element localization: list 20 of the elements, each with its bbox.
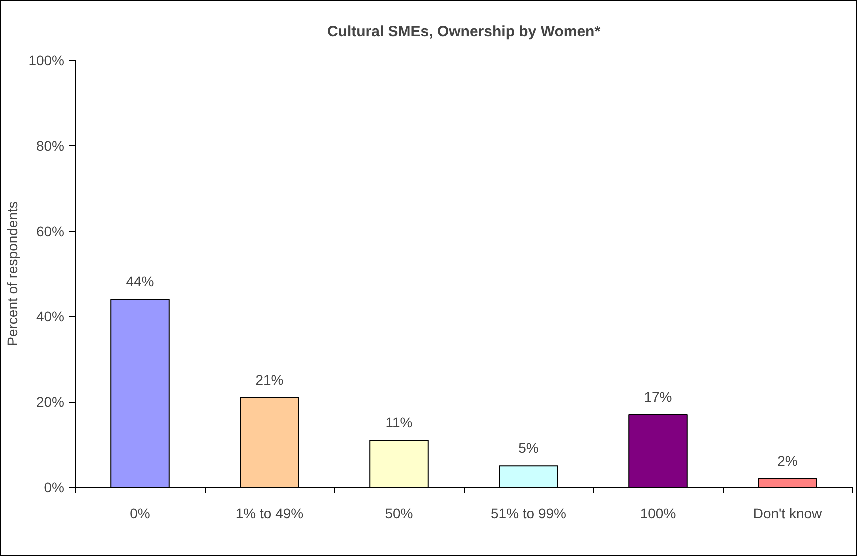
data-label: 2% xyxy=(778,452,798,469)
y-tick-label: 20% xyxy=(36,394,65,410)
chart-title: Cultural SMEs, Ownership by Women* xyxy=(327,24,601,40)
data-label: 21% xyxy=(256,372,284,388)
y-tick-label: 0% xyxy=(44,480,64,496)
data-label: 44% xyxy=(126,274,154,290)
y-tick-label: 80% xyxy=(36,138,65,154)
x-tick-label: 100% xyxy=(640,506,676,522)
x-tick-label: 0% xyxy=(130,506,150,522)
y-tick-label: 100% xyxy=(28,52,65,68)
x-tick-label: 51% to 99% xyxy=(491,506,566,522)
x-tick-label: 1% to 49% xyxy=(236,506,304,522)
y-tick-label: 60% xyxy=(36,223,65,240)
x-tick-label: 50% xyxy=(385,506,414,522)
x-tick-label: Don't know xyxy=(753,506,824,522)
data-label: 5% xyxy=(518,440,539,456)
data-label: 11% xyxy=(386,414,413,431)
y-axis-title: Percent of respondents xyxy=(4,202,21,346)
y-tick-label: 40% xyxy=(36,308,65,325)
data-label: 17% xyxy=(644,388,672,405)
